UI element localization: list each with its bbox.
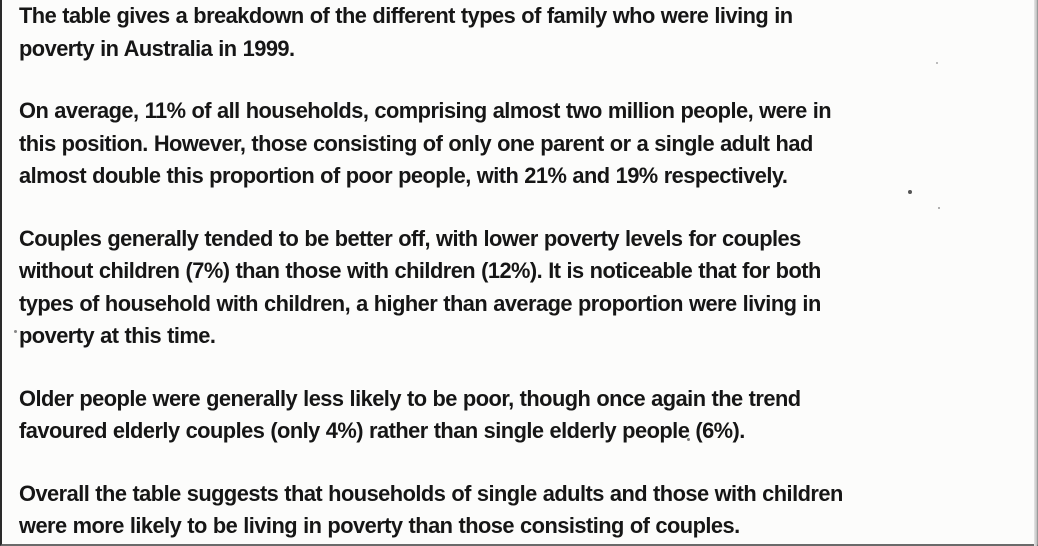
text-line: were more likely to be living in poverty…: [19, 513, 740, 538]
text-line: Older people were generally less likely …: [19, 385, 801, 411]
paragraph-overall: Overall the table suggests that househol…: [19, 478, 999, 543]
text-line: types of household with children, a high…: [19, 290, 821, 316]
paragraph-average: On average, 11% of all households, compr…: [19, 95, 999, 193]
text-line: poverty in Australia in 1999.: [19, 35, 295, 61]
text-line: this position. However, those consisting…: [19, 130, 813, 156]
paragraph-couples: Couples generally tended to be better of…: [19, 223, 999, 353]
paragraph-gap: [19, 65, 999, 95]
scan-speck: [14, 330, 17, 333]
paragraph-older-people: Older people were generally less likely …: [19, 383, 999, 448]
scan-speck: [936, 62, 938, 64]
scan-speck: [938, 207, 940, 209]
text-line: without children (7%) than those with ch…: [19, 258, 821, 283]
scan-edge: [1034, 0, 1037, 546]
paragraph-gap: [19, 353, 999, 383]
text-line: Couples generally tended to be better of…: [19, 225, 801, 251]
text-line: Overall the table suggests that househol…: [19, 480, 843, 506]
scan-speck: [687, 438, 690, 441]
text-line: The table gives a breakdown of the diffe…: [19, 3, 793, 28]
paragraph-gap: [19, 193, 999, 223]
text-line: favoured elderly couples (only 4%) rathe…: [19, 418, 745, 443]
text-line: poverty at this time.: [19, 323, 216, 348]
scan-speck: [908, 190, 912, 194]
paragraph-gap: [19, 448, 999, 478]
essay-text: The table gives a breakdown of the diffe…: [19, 0, 999, 543]
text-line: On average, 11% of all households, compr…: [19, 98, 832, 123]
text-line: almost double this proportion of poor pe…: [19, 163, 788, 188]
paragraph-intro: The table gives a breakdown of the diffe…: [19, 0, 999, 65]
